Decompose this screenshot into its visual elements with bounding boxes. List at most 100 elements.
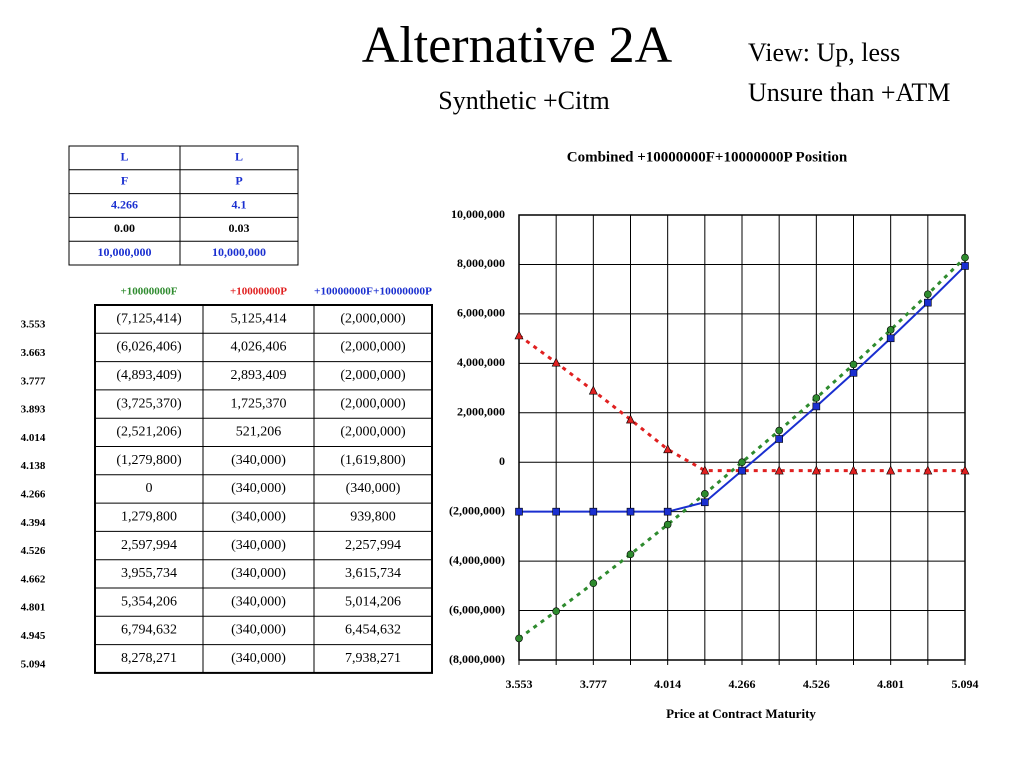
point <box>515 507 523 516</box>
row-label: 4.945 <box>21 630 46 642</box>
point <box>849 369 858 377</box>
table-cell: (2,000,000) <box>340 425 406 440</box>
table-cell: 521,206 <box>236 425 282 440</box>
y-tick-label: (2,000,000) <box>449 503 505 517</box>
row-label: 4.801 <box>21 602 46 614</box>
row-label: 5.094 <box>21 658 46 670</box>
point <box>774 465 784 475</box>
point <box>626 550 635 559</box>
table-cell: L <box>235 150 243 164</box>
point <box>886 326 895 334</box>
y-tick-label: (6,000,000) <box>449 602 505 616</box>
point <box>961 262 969 270</box>
x-tick-label: 3.553 <box>506 677 533 691</box>
table-cell: (340,000) <box>231 594 286 609</box>
point <box>812 394 821 402</box>
table-cell: 2,597,994 <box>121 538 177 553</box>
table-cell: P <box>235 173 242 187</box>
point <box>515 634 523 643</box>
point <box>775 435 783 443</box>
table-cell: 0.00 <box>114 221 135 235</box>
point <box>552 607 560 616</box>
row-label: 4.014 <box>21 432 46 444</box>
table-cell: 939,800 <box>350 509 396 524</box>
table-cell: 2,893,409 <box>231 368 287 383</box>
point <box>588 385 598 395</box>
point <box>886 334 895 343</box>
table-cell: 5,354,206 <box>121 594 177 609</box>
x-axis-label: Price at Contract Maturity <box>666 706 816 721</box>
point <box>626 414 635 424</box>
table-cell: 4.1 <box>232 197 247 211</box>
point <box>700 465 710 475</box>
small-table-border <box>68 145 299 266</box>
column-header: +10000000F <box>121 286 178 298</box>
table-cell: (1,619,800) <box>340 453 406 468</box>
table-cell: (6,026,406) <box>116 340 182 355</box>
y-tick-label: 2,000,000 <box>457 405 505 419</box>
point <box>663 507 672 516</box>
table-cell: (1,279,800) <box>116 453 182 468</box>
x-tick-label: 4.266 <box>729 677 756 691</box>
y-tick-label: (4,000,000) <box>449 553 505 567</box>
point <box>589 507 598 516</box>
table-cell: 4,026,406 <box>231 340 287 355</box>
table-cell: F <box>121 173 128 187</box>
point <box>924 290 932 299</box>
point <box>663 520 672 529</box>
table-cell: 8,278,271 <box>121 651 177 666</box>
point <box>960 465 970 475</box>
table-cell: (340,000) <box>231 453 286 468</box>
table-cell: (2,000,000) <box>340 311 406 326</box>
row-label: 4.138 <box>21 460 46 472</box>
row-label: 4.266 <box>21 488 46 500</box>
x-tick-label: 4.014 <box>654 677 681 691</box>
table-cell: 5,014,206 <box>345 594 401 609</box>
point <box>811 465 821 475</box>
y-tick-label: 0 <box>499 454 505 468</box>
table-cell: (340,000) <box>231 509 286 524</box>
y-tick-label: (8,000,000) <box>449 652 505 666</box>
table-cell: 1,725,370 <box>231 396 287 411</box>
table-cell: (2,000,000) <box>340 396 406 411</box>
table-cell: (340,000) <box>231 623 286 638</box>
table-cell: (340,000) <box>231 481 286 496</box>
point <box>812 402 821 411</box>
row-label: 4.662 <box>21 573 46 585</box>
x-tick-label: 3.777 <box>580 677 607 691</box>
table-cell: (2,000,000) <box>340 340 406 355</box>
row-label: 4.526 <box>21 545 46 557</box>
point <box>626 507 635 516</box>
table-cell: 3,955,734 <box>121 566 177 581</box>
column-header: +10000000F+10000000P <box>314 286 432 298</box>
point <box>886 465 896 475</box>
point <box>551 357 561 367</box>
point <box>924 298 932 307</box>
table-cell: 2,257,994 <box>345 538 401 553</box>
column-header: +10000000P <box>230 286 287 298</box>
table-cell: (2,000,000) <box>340 368 406 383</box>
table-cell: 6,454,632 <box>345 623 401 638</box>
slide-subtitle: Synthetic +Citm <box>438 86 609 115</box>
row-label: 3.663 <box>21 347 46 359</box>
point <box>663 444 673 454</box>
point <box>849 360 858 369</box>
table-cell: (7,125,414) <box>116 311 182 326</box>
slide-title: Alternative 2A <box>362 17 673 74</box>
table-cell: 10,000,000 <box>212 245 266 259</box>
point <box>589 579 598 587</box>
y-tick-label: 10,000,000 <box>451 207 505 221</box>
y-tick-label: 4,000,000 <box>457 355 505 369</box>
table-cell: (4,893,409) <box>116 368 182 383</box>
point <box>849 465 858 475</box>
row-label: 4.394 <box>21 517 46 529</box>
point <box>961 253 969 262</box>
table-cell: (340,000) <box>231 566 286 581</box>
table-cell: 0 <box>146 481 153 496</box>
table-cell: L <box>120 150 128 164</box>
table-cell: (340,000) <box>346 481 401 496</box>
table-cell: 10,000,000 <box>98 245 152 259</box>
x-tick-label: 4.526 <box>803 677 830 691</box>
table-cell: 4.266 <box>111 197 138 211</box>
